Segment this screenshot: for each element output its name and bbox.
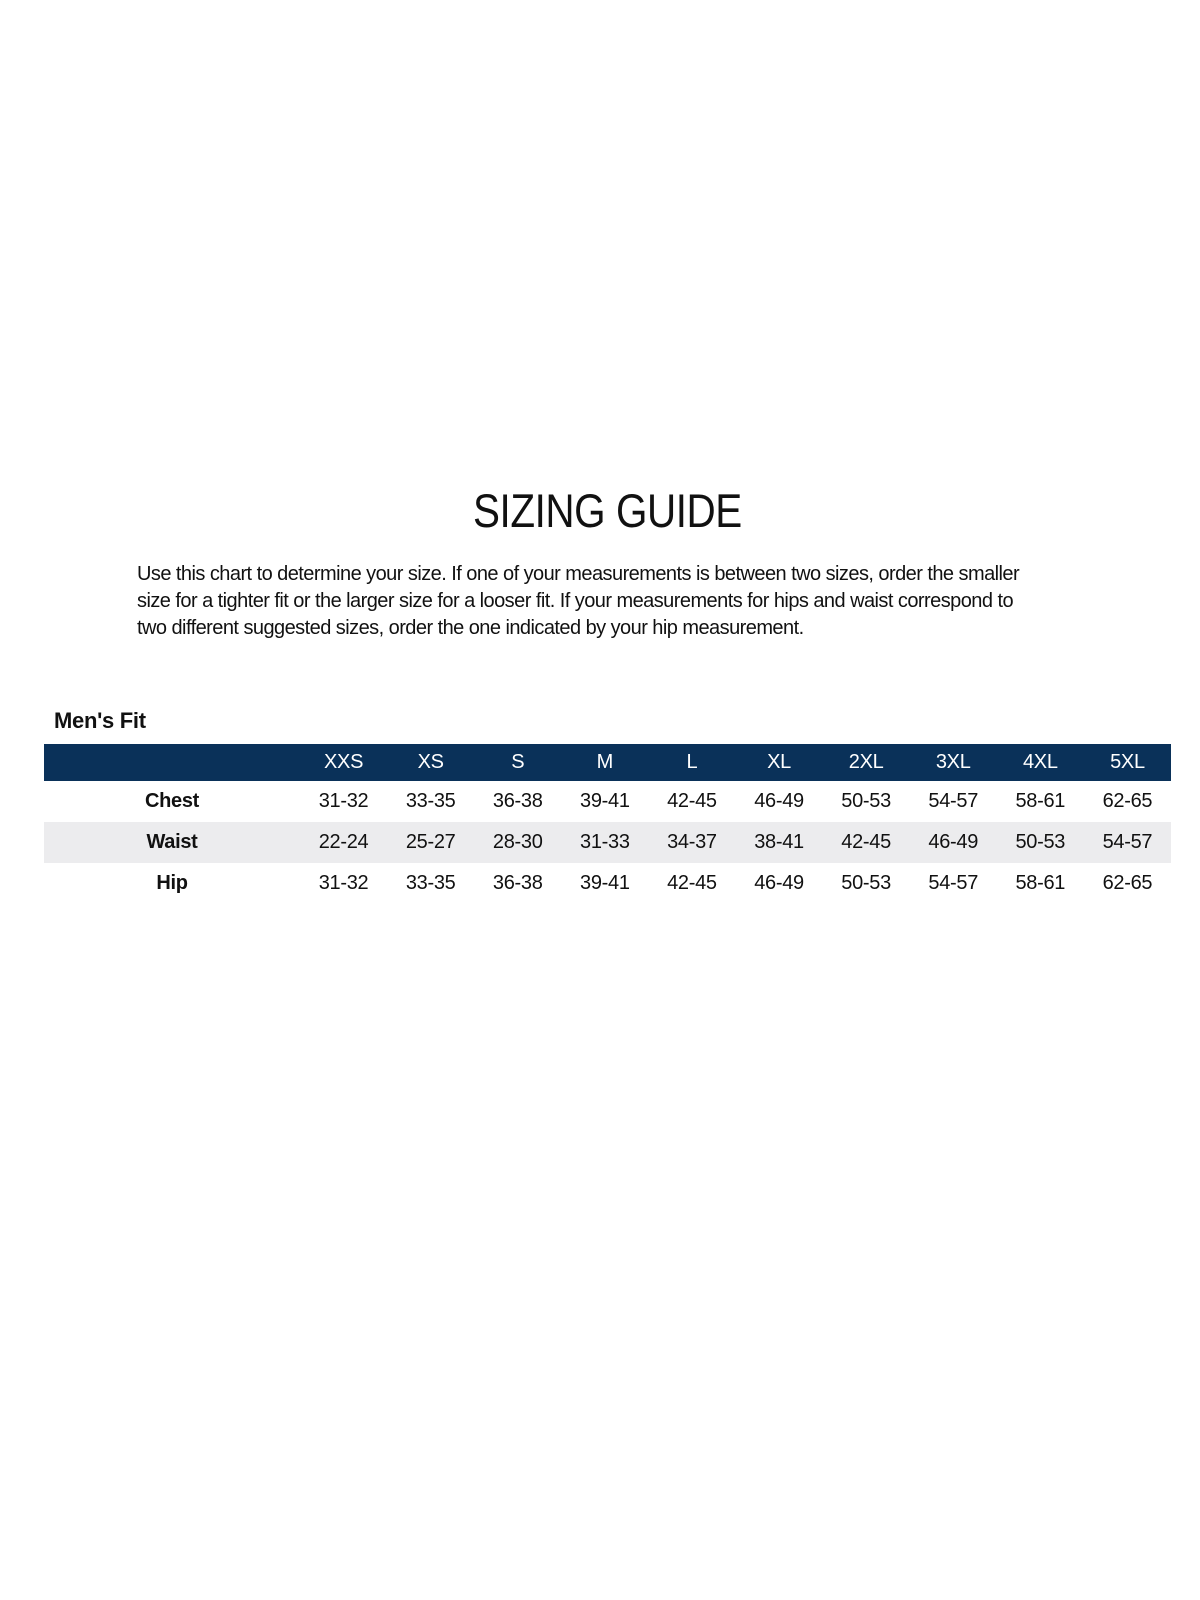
- table-cell: 50-53: [841, 790, 891, 812]
- table-cell: 25-27: [405, 831, 456, 853]
- table-row-chest: Chest 31-32 33-35 36-38 39-41 42-45 46-49 50-53…: [44, 781, 1171, 822]
- table-cell: 28-30: [492, 831, 543, 853]
- table-cell: 42-45: [667, 790, 717, 812]
- table-cell: 54-57: [928, 790, 979, 812]
- table-cell: 46-49: [754, 872, 804, 894]
- table-cell: 58-61: [1015, 790, 1066, 812]
- header-size-xxs: XXS: [323, 751, 364, 773]
- table-cell: 50-53: [1015, 831, 1066, 853]
- table-cell: 36-38: [492, 790, 543, 812]
- row-label: Hip: [156, 872, 188, 894]
- header-size-xs: XS: [417, 751, 444, 773]
- table-cell: 31-32: [318, 872, 369, 894]
- size-chart-table: XXS XS S M L XL 2XL 3XL 4XL 5XL Chest 31-32 33-35 36…: [44, 744, 1171, 904]
- header-size-m: M: [596, 751, 614, 773]
- header-size-4xl: 4XL: [1022, 751, 1058, 773]
- table-cell: 46-49: [754, 790, 804, 812]
- header-size-5xl: 5XL: [1110, 751, 1145, 773]
- header-corner: [44, 744, 300, 781]
- table-cell: 42-45: [841, 831, 891, 853]
- table-row-waist: Waist 22-24 25-27 28-30 31-33 34-37 38-41 42-45…: [44, 822, 1171, 863]
- table-cell: 39-41: [580, 872, 630, 894]
- table-cell: 39-41: [580, 790, 630, 812]
- table-cell: 31-32: [318, 790, 369, 812]
- header-size-2xl: 2XL: [848, 751, 884, 773]
- instructions-line: Use this chart to determine your size. I…: [137, 563, 1020, 585]
- table-row-hip: Hip 31-32 33-35 36-38 39-41 42-45 46-49 50-53 54…: [44, 863, 1171, 904]
- table-cell: 50-53: [841, 872, 891, 894]
- table-cell: 22-24: [318, 831, 369, 853]
- page-title: SIZING GUIDE: [473, 484, 742, 537]
- table-cell: 62-65: [1102, 872, 1153, 894]
- table-cell: 58-61: [1015, 872, 1066, 894]
- table-cell: 36-38: [492, 872, 543, 894]
- table-cell: 54-57: [928, 872, 979, 894]
- table-cell: 54-57: [1102, 831, 1153, 853]
- sizing-instructions: Use this chart to determine your size. I…: [137, 561, 1137, 642]
- header-size-xl: XL: [767, 751, 791, 773]
- section-title: Men's Fit: [54, 708, 146, 733]
- row-label: Waist: [146, 831, 198, 853]
- table-cell: 62-65: [1102, 790, 1153, 812]
- table-header-row: XXS XS S M L XL 2XL 3XL 4XL 5XL: [44, 744, 1171, 781]
- table-cell: 42-45: [667, 872, 717, 894]
- table-cell: 31-33: [580, 831, 630, 853]
- instructions-line: two different suggested sizes, order the…: [137, 617, 804, 639]
- table-cell: 33-35: [405, 790, 456, 812]
- header-size-s: S: [511, 751, 525, 773]
- table-cell: 33-35: [405, 872, 456, 894]
- table-cell: 38-41: [754, 831, 804, 853]
- header-size-3xl: 3XL: [935, 751, 971, 773]
- table-cell: 46-49: [928, 831, 979, 853]
- instructions-line: size for a tighter fit or the larger siz…: [137, 590, 1014, 612]
- row-label: Chest: [144, 790, 200, 812]
- table-cell: 34-37: [667, 831, 717, 853]
- header-size-l: L: [686, 751, 698, 773]
